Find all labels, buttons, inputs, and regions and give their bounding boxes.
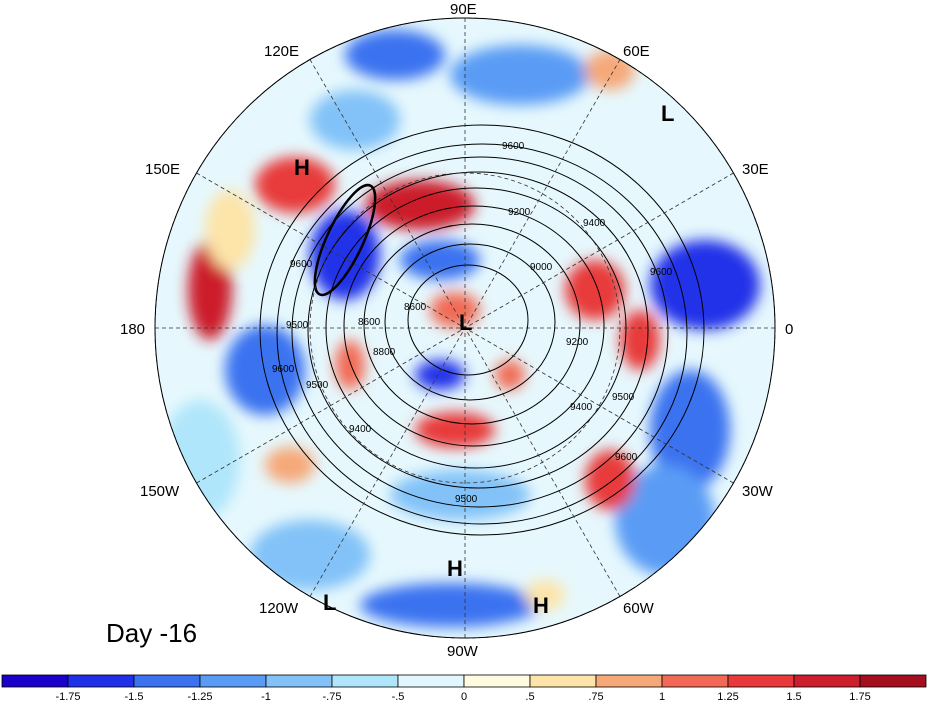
colorbar-box — [265, 674, 333, 688]
pressure-system-marker: H — [294, 155, 310, 180]
colorbar-tick-label: -.75 — [323, 691, 342, 702]
colorbar-tick-label: -1 — [261, 691, 271, 702]
pressure-system-marker: L — [459, 310, 472, 335]
pressure-system-marker: L — [661, 101, 674, 126]
colorbar-box — [397, 674, 465, 688]
lon-label-90E: 90E — [450, 1, 477, 18]
lon-label-60W: 60W — [623, 600, 655, 617]
colorbar-box — [331, 674, 399, 688]
colorbar-box — [793, 674, 861, 688]
contour-label: 8800 — [373, 347, 396, 358]
contour-label: 9500 — [306, 380, 329, 391]
colorbar-tick-label: -.5 — [392, 691, 405, 702]
contour-label: 9400 — [583, 218, 606, 229]
lon-label-90W: 90W — [447, 643, 479, 660]
day-label: Day -16 — [106, 618, 198, 648]
lon-label-180: 180 — [120, 321, 145, 338]
contour-label: 9500 — [286, 320, 309, 331]
lon-label-30W: 30W — [742, 483, 774, 500]
colorbar-tick-label: .75 — [588, 691, 603, 702]
colorbar-box — [463, 674, 531, 688]
colorbar-tick-label: -1.5 — [125, 691, 144, 702]
colorbar-box — [133, 674, 201, 688]
contour-label: 9600 — [290, 259, 313, 270]
contour-label: 9600 — [502, 141, 525, 152]
colorbar-box — [859, 674, 927, 688]
contour-label: 9400 — [570, 402, 593, 413]
colorbar-box — [595, 674, 663, 688]
contour-label: 9200 — [508, 207, 531, 218]
pressure-system-marker: H — [447, 556, 463, 581]
contour-label: 8600 — [404, 302, 427, 313]
colorbar-box — [661, 674, 729, 688]
pressure-system-marker: L — [323, 590, 336, 615]
colorbar-tick-label: .5 — [525, 691, 534, 702]
colorbar-box — [199, 674, 267, 688]
contour-label: 9200 — [566, 337, 589, 348]
pressure-system-marker: H — [533, 593, 549, 618]
colorbar-box — [529, 674, 597, 688]
colorbar-box — [1, 674, 69, 688]
colorbar-box — [67, 674, 135, 688]
colorbar-tick-label: -1.25 — [187, 691, 212, 702]
lon-label-30E: 30E — [742, 161, 769, 178]
contour-label: 9500 — [455, 494, 478, 505]
colorbar-box — [727, 674, 795, 688]
contour-label: 9600 — [272, 364, 295, 375]
lon-label-150E: 150E — [145, 161, 180, 178]
contour-label: 9600 — [650, 267, 673, 278]
contour-label: 9500 — [612, 392, 635, 403]
contour-label: 9400 — [349, 424, 372, 435]
colorbar-tick-label: -1.75 — [55, 691, 80, 702]
lon-label-0: 0 — [785, 321, 793, 338]
lon-label-120E: 120E — [264, 43, 299, 60]
map-border — [154, 17, 776, 639]
colorbar-tick-label: 1.5 — [786, 691, 801, 702]
contour-label: 8600 — [358, 317, 381, 328]
lon-label-150W: 150W — [140, 483, 180, 500]
contour-label: 9000 — [530, 262, 553, 273]
colorbar: -1.75 -1.5 -1.25 -1 -.75 -.5 0 .5 .75 1 1.25 1.5 1.7… — [1, 674, 927, 702]
lon-label-60E: 60E — [623, 43, 650, 60]
polar-stereographic-map: 90E 60E 30E 0 30W 60W 90W 120W 150W 180 … — [120, 1, 793, 660]
colorbar-tick-label: 1.25 — [717, 691, 738, 702]
colorbar-tick-label: 1.75 — [849, 691, 870, 702]
lon-label-120W: 120W — [259, 600, 299, 617]
colorbar-tick-label: 0 — [461, 691, 467, 702]
colorbar-tick-label: 1 — [659, 691, 665, 702]
height-contours — [259, 124, 705, 536]
contour-label: 9600 — [615, 452, 638, 463]
